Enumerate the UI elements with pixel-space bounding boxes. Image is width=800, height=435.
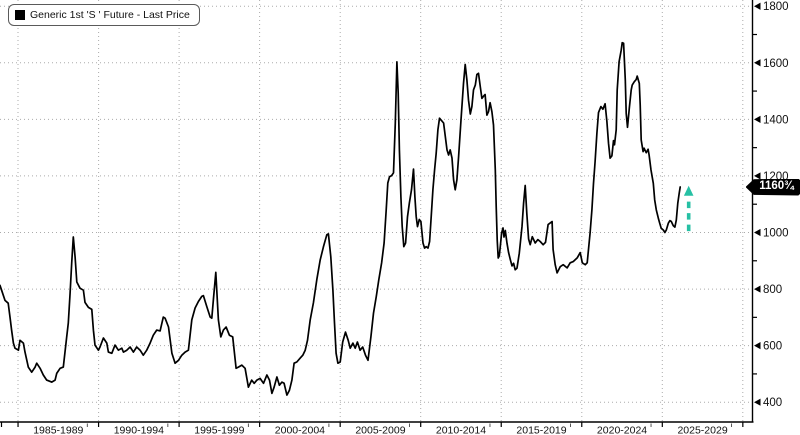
price-line	[0, 41, 682, 396]
x-axis-label: 2015-2019	[516, 425, 566, 435]
legend-box[interactable]: Generic 1st 'S ' Future - Last Price	[8, 4, 200, 26]
y-tick-label: 1600	[763, 58, 789, 70]
last-price-label: 1160¾	[759, 180, 794, 193]
x-axis-label: 2020-2024	[597, 425, 647, 435]
last-price-badge: 1160¾	[745, 178, 800, 196]
series-marker-icon	[15, 10, 25, 20]
y-tick-label: 1400	[763, 114, 789, 126]
y-tick-label: 1800	[763, 1, 789, 13]
x-axis-label: 2010-2014	[436, 425, 486, 435]
x-axis-label: 1990-1994	[114, 425, 164, 435]
x-axis-label: 2025-2029	[677, 425, 727, 435]
legend-label: Generic 1st 'S ' Future - Last Price	[30, 9, 190, 21]
gridlines	[0, 0, 753, 422]
y-tick-label: 1000	[763, 227, 789, 239]
y-tick-label: 800	[763, 284, 782, 296]
x-axis-label: 2000-2004	[275, 425, 325, 435]
y-tick-label: 400	[763, 397, 782, 409]
x-axis-ticks: 1985-1989 1990-1994 1995-1999 2000-2004 2005…	[0, 422, 744, 435]
x-axis-label: 1995-1999	[194, 425, 244, 435]
x-axis-label: 1985-1989	[33, 425, 83, 435]
axes	[0, 0, 754, 423]
x-axis-label: 2005-2009	[355, 425, 405, 435]
y-tick-label: 600	[763, 341, 782, 353]
trend-up-arrow-annotation	[683, 185, 694, 232]
